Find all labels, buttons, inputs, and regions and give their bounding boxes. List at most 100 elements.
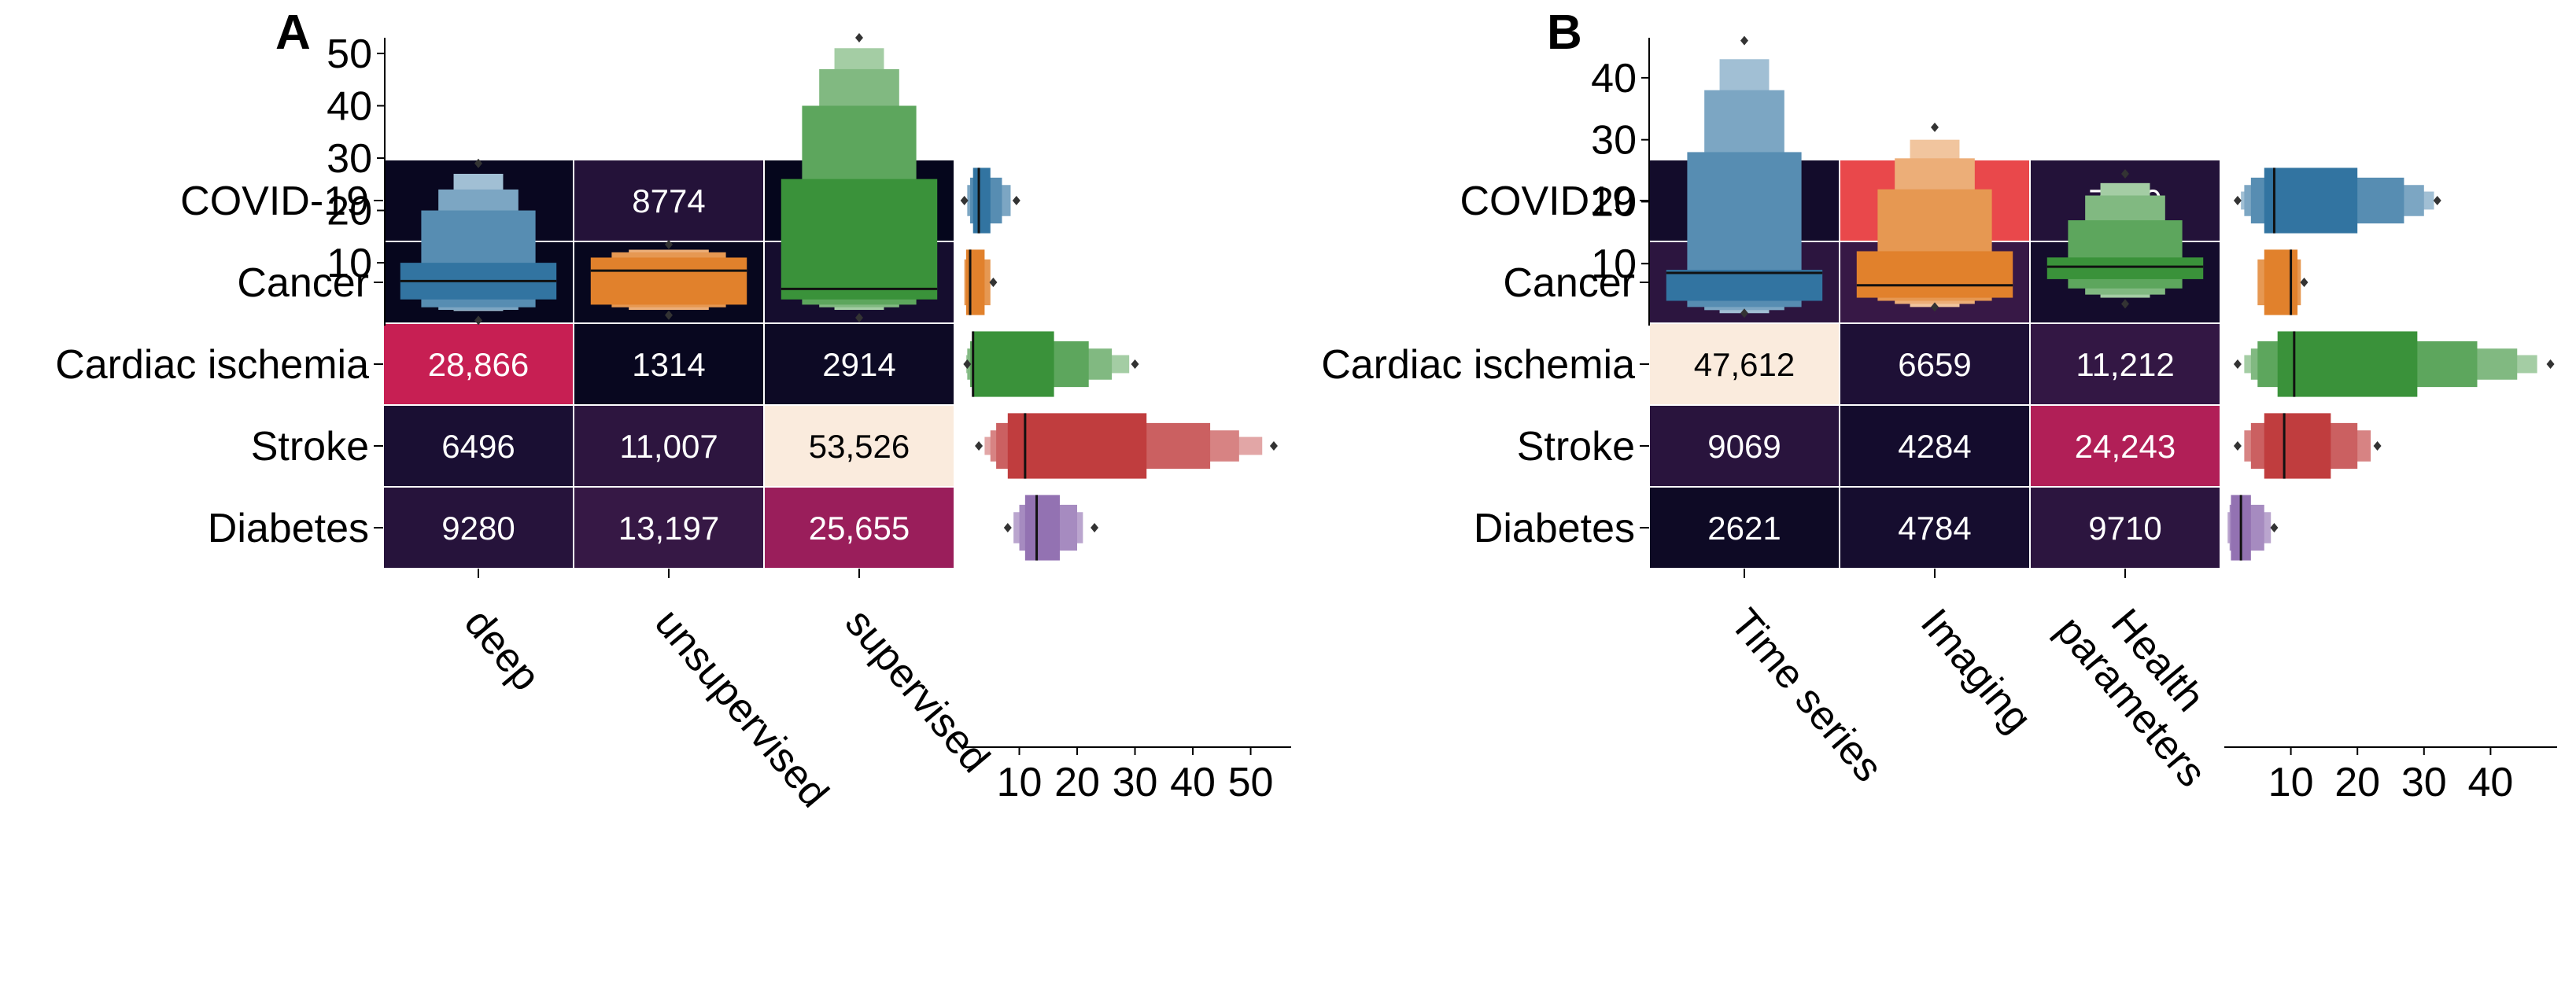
top-boxen-plot: 10 20 30 40 50 [327, 31, 938, 326]
boxen-outlier [855, 313, 863, 323]
boxen-outlier [1012, 196, 1020, 205]
boxen-box [1024, 495, 1060, 561]
boxen-box [972, 331, 1054, 397]
cell-value-label: 11,007 [619, 428, 718, 465]
cell-value-label: 6659 [1898, 346, 1971, 383]
boxen-outlier [960, 196, 969, 205]
top-boxen-plot: 10 20 30 40 [1591, 35, 2204, 326]
row-label: COVID-19 [180, 179, 369, 224]
y-tick-label: 40 [1591, 56, 1637, 101]
boxen-box [781, 179, 938, 300]
boxen-box [2046, 257, 2204, 279]
cell-value-label: 25,655 [809, 510, 910, 547]
row-label: Diabetes [1474, 506, 1635, 551]
boxen-outlier [1003, 523, 1012, 532]
panel-b: B385132,0237710969512002414047,612665911… [1321, 6, 2557, 805]
cell-value-label: 9280 [441, 510, 515, 547]
cell-value-label: 6496 [441, 428, 515, 465]
heatmap-cell [763, 486, 955, 569]
boxen-outlier [2433, 196, 2441, 205]
boxen-outlier [665, 239, 673, 249]
boxen-box [965, 249, 985, 315]
cell-value-label: 2621 [1707, 510, 1781, 547]
boxen-box [590, 257, 747, 305]
heatmap-cell [382, 486, 574, 569]
boxen-outlier [1269, 441, 1278, 451]
row-label: Stroke [251, 424, 369, 470]
x-tick-label: 50 [1228, 760, 1274, 805]
y-tick-label: 30 [1591, 118, 1637, 164]
cell-value-label: 24,243 [2075, 428, 2176, 465]
cell-value-label: 9069 [1707, 428, 1781, 465]
heatmap-cell [382, 322, 574, 406]
heatmap-cell [573, 159, 765, 242]
boxen-outlier [1091, 523, 1099, 532]
boxen-outlier [474, 158, 482, 168]
x-tick-label: 10 [997, 760, 1043, 805]
boxen-outlier [2121, 169, 2129, 179]
boxen-box [2264, 249, 2298, 315]
x-tick-label: 30 [1113, 760, 1158, 805]
x-tick-label: 20 [2334, 760, 2380, 805]
boxen-outlier [2270, 523, 2279, 532]
row-label: Diabetes [208, 506, 369, 551]
boxen-box [1007, 413, 1147, 479]
cell-value-label: 47,612 [1694, 346, 1795, 383]
x-tick-label: 40 [1170, 760, 1216, 805]
column-label: Healthparameters [2046, 577, 2250, 795]
y-tick-label: 20 [327, 189, 372, 234]
boxen-box [1666, 270, 1823, 301]
cell-value-label: 28,866 [428, 346, 529, 383]
heatmap-cell [573, 486, 765, 569]
column-label: unsupervised [646, 600, 837, 816]
boxen-outlier [855, 32, 863, 42]
x-tick-label: 40 [2467, 760, 2513, 805]
boxen-box [1856, 251, 2013, 298]
cell-value-label: 4284 [1898, 428, 1971, 465]
boxen-outlier [2546, 359, 2555, 369]
boxen-outlier [1931, 122, 1939, 132]
row-label: Stroke [1517, 424, 1635, 470]
row-label: COVID19 [1460, 179, 1635, 224]
y-tick-label: 10 [1591, 241, 1637, 287]
heatmap-cell [2029, 486, 2221, 569]
boxen-outlier [2121, 299, 2129, 309]
boxen-box [2277, 331, 2418, 397]
x-tick-label: 10 [2268, 760, 2314, 805]
boxen-outlier [1740, 35, 1748, 46]
boxen-outlier [963, 359, 972, 369]
boxen-outlier [474, 315, 482, 326]
row-label: Cancer [237, 260, 369, 306]
heatmap-cell [1839, 486, 2031, 569]
boxen-outlier [2233, 359, 2242, 369]
boxen-outlier [665, 310, 673, 320]
panel-label: B [1547, 6, 1582, 60]
panel-label: A [275, 6, 311, 60]
column-label: Time series [1722, 600, 1891, 790]
boxen-outlier [2300, 278, 2308, 287]
cell-value-label: 53,526 [809, 428, 910, 465]
column-label: supervised [836, 600, 998, 781]
cell-value-label: 2914 [822, 346, 895, 383]
heatmap-cell [573, 322, 765, 406]
heatmap-cell [2029, 322, 2221, 406]
boxen-outlier [2233, 196, 2242, 205]
cell-value-label: 4784 [1898, 510, 1971, 547]
row-label: Cancer [1503, 260, 1635, 306]
y-tick-label: 50 [327, 31, 372, 77]
boxen-outlier [1931, 302, 1939, 312]
heatmap-cell [763, 404, 955, 488]
panel-a: A154687744838501143504328,86613142914649… [55, 6, 1291, 816]
boxen-outlier [989, 278, 998, 287]
cell-value-label: 11,212 [2076, 346, 2174, 383]
boxen-outlier [1131, 359, 1139, 369]
cell-value-label: 1314 [632, 346, 705, 383]
y-tick-label: 40 [327, 83, 372, 129]
y-tick-label: 30 [327, 136, 372, 182]
cell-value-label: 8774 [632, 182, 705, 219]
boxen-box [2264, 413, 2331, 479]
cell-value-label: 9710 [2088, 510, 2161, 547]
y-tick-label: 20 [1591, 179, 1637, 225]
x-tick-label: 20 [1054, 760, 1100, 805]
